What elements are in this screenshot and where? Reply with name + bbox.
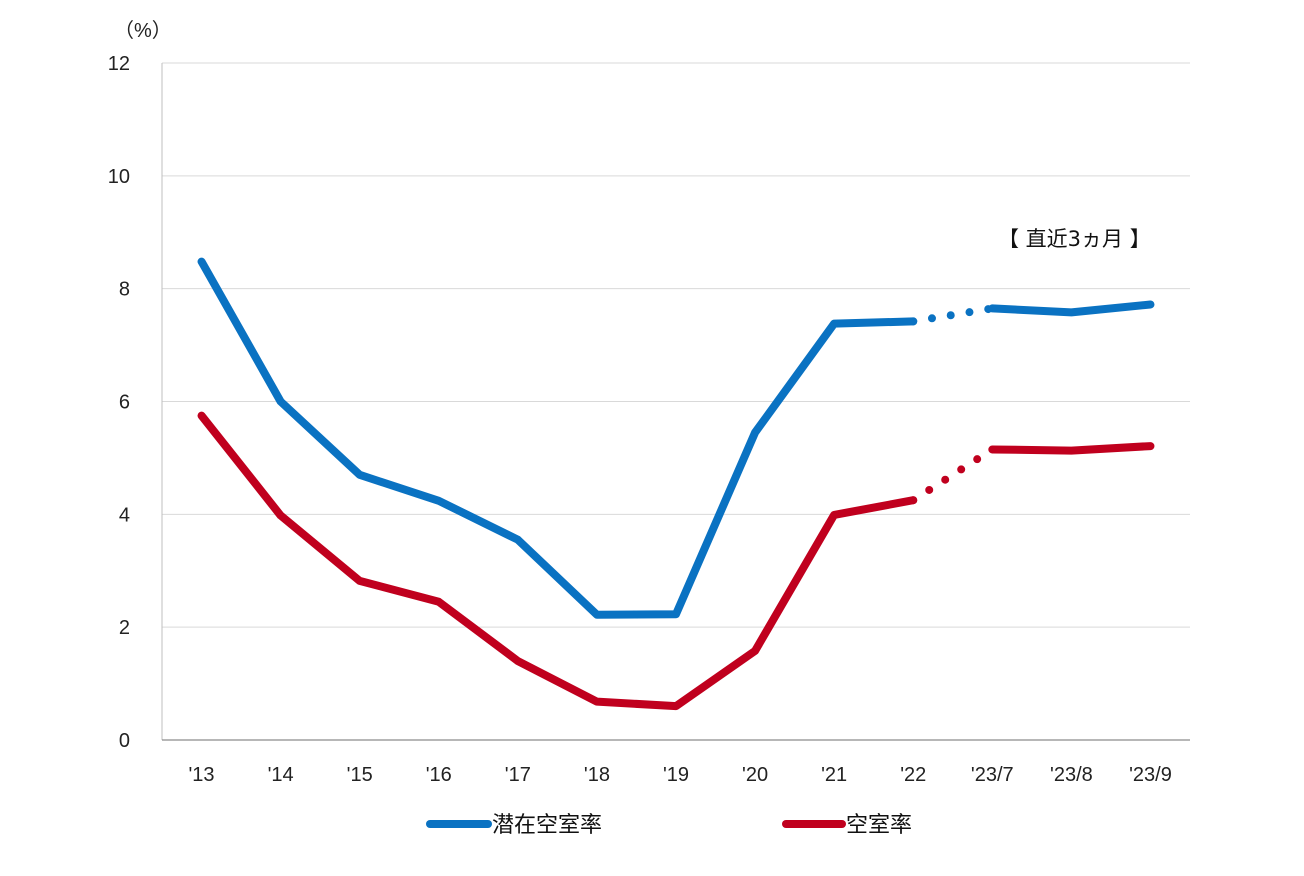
series-layer	[197, 257, 1155, 711]
recent-3-months-annotation: 【 直近3ヵ月 】	[998, 227, 1151, 251]
y-tick-label: 8	[119, 279, 130, 301]
x-tick-label: '15	[347, 764, 373, 786]
x-tick-label: '21	[821, 764, 847, 786]
potential-vacancy-line-recent-months	[988, 300, 1155, 317]
x-tick-label: '17	[505, 764, 531, 786]
x-tick-label: '19	[663, 764, 689, 786]
vacancy-line-dotted-gap	[909, 445, 997, 505]
axis-layer: 0 2 4 6 8 10 12 '13 '14 '15 '16 '17 '18 '19 '20 '21 '22 '…	[108, 53, 1190, 786]
x-tick-label: '23/9	[1129, 764, 1172, 786]
x-tick-label: '18	[584, 764, 610, 786]
legend-label-vacancy: 空室率	[846, 813, 912, 838]
legend: 潜在空室率 空室率	[426, 813, 912, 838]
potential-vacancy-line-annual	[197, 257, 918, 619]
x-tick-label: '23/7	[971, 764, 1014, 786]
potential-vacancy-line-dotted-gap	[909, 304, 997, 326]
x-tick-label: '23/8	[1050, 764, 1093, 786]
x-tick-label: '16	[426, 764, 452, 786]
y-tick-label: 0	[119, 730, 130, 752]
vacancy-line-recent-months	[988, 442, 1155, 455]
legend-label-potential-vacancy: 潜在空室率	[492, 813, 602, 838]
vacancy-line-annual	[197, 411, 918, 711]
x-tick-label: '20	[742, 764, 768, 786]
y-tick-label: 6	[119, 392, 130, 414]
y-tick-label: 2	[119, 617, 130, 639]
y-tick-label: 12	[108, 53, 130, 75]
x-tick-label: '14	[268, 764, 294, 786]
x-tick-label: '13	[188, 764, 214, 786]
x-tick-label: '22	[900, 764, 926, 786]
y-tick-label: 10	[108, 166, 130, 188]
grid-layer	[162, 62, 1190, 628]
y-axis-unit-label: （%）	[114, 19, 172, 42]
y-tick-label: 4	[119, 504, 130, 526]
